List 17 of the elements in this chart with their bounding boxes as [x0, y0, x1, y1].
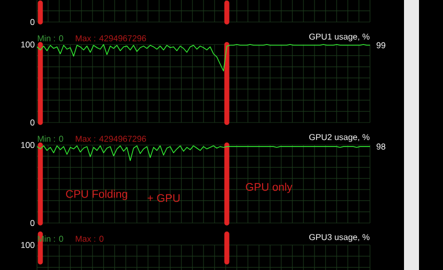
y-tick-label: 0: [30, 220, 34, 226]
text: Min : 0: [38, 35, 64, 42]
y-tick-label: 100: [21, 142, 34, 148]
series-label: GPU1 usage, %: [309, 34, 370, 42]
annotation: + GPU: [148, 194, 180, 202]
y-tick-label: 100: [21, 41, 34, 48]
text: Min : 0: [38, 136, 64, 142]
text: 98: [376, 144, 386, 150]
text: Max : 4294967296: [76, 136, 146, 142]
text: Max : 0: [76, 236, 104, 242]
text: Max : 4294967296: [76, 35, 146, 42]
text: GPU3 usage, %: [309, 234, 370, 242]
annotation: CPU Folding: [66, 190, 128, 200]
y-tick-label: 0: [30, 119, 34, 126]
series-label: GPU2 usage, %: [309, 134, 370, 142]
annotation: GPU only: [246, 182, 292, 194]
text: 99: [376, 42, 386, 48]
